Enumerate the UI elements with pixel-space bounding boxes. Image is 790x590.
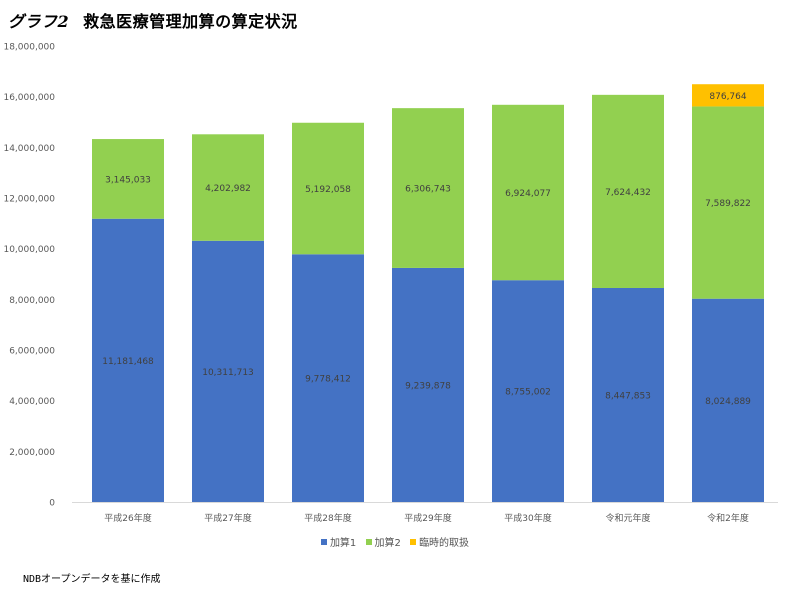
legend-item-kasan2: 加算2 <box>365 534 401 549</box>
x-tick-label: 令和元年度 <box>605 512 650 524</box>
x-tick-label: 令和2年度 <box>707 512 749 524</box>
data-label-kasan1: 9,778,412 <box>305 375 351 385</box>
bar-kasan2 <box>192 134 264 241</box>
data-label-kasan2: 7,624,432 <box>605 188 651 198</box>
data-label-kasan2: 6,924,077 <box>505 189 551 199</box>
y-tick-label: 6,000,000 <box>9 347 55 357</box>
x-tick-label: 平成27年度 <box>204 512 251 524</box>
y-tick-label: 14,000,000 <box>3 144 55 154</box>
data-label-kasan1: 8,755,002 <box>505 388 551 398</box>
y-tick-label: 16,000,000 <box>3 93 55 103</box>
legend-label-kasan1: 加算1 <box>329 538 357 549</box>
data-label-kasan2: 5,192,058 <box>305 185 351 195</box>
bar-kasan2 <box>292 122 364 255</box>
bar-kasan1 <box>492 280 564 502</box>
x-tick-label: 平成28年度 <box>304 512 351 524</box>
bar-kasan1 <box>592 287 664 502</box>
chart-title-prefix: グラフ2 <box>8 12 70 31</box>
legend-swatch-kasan1 <box>320 539 327 545</box>
legend-swatch-rinji <box>410 539 417 545</box>
data-label-kasan2: 7,589,822 <box>705 199 751 209</box>
data-label-kasan1: 8,024,889 <box>705 397 751 407</box>
y-tick-label: 0 <box>49 499 55 509</box>
bar-kasan1 <box>692 298 764 502</box>
y-tick-label: 18,000,000 <box>3 43 55 53</box>
y-tick-label: 2,000,000 <box>9 448 55 458</box>
legend-item-kasan1: 加算1 <box>320 534 357 549</box>
legend-label-rinji: 臨時的取扱 <box>419 538 470 549</box>
y-tick-label: 4,000,000 <box>9 397 55 407</box>
y-tick-label: 12,000,000 <box>3 195 55 205</box>
bar-kasan2 <box>92 139 164 219</box>
legend-swatch-kasan2 <box>365 539 372 545</box>
y-tick-label: 10,000,000 <box>3 245 55 255</box>
x-tick-label: 平成26年度 <box>104 512 151 524</box>
bar-kasan1 <box>392 267 464 502</box>
legend-item-rinji: 臨時的取扱 <box>410 534 469 549</box>
bar-rinji <box>692 84 764 107</box>
bar-kasan2 <box>392 108 464 268</box>
data-label-kasan2: 4,202,982 <box>205 184 251 194</box>
x-tick-label: 平成29年度 <box>404 512 451 524</box>
data-label-kasan1: 11,181,468 <box>102 357 154 367</box>
chart-legend: 加算1 加算2 臨時的取扱 <box>0 534 790 549</box>
bar-kasan2 <box>692 106 764 299</box>
chart-title-main: 救急医療管理加算の算定状況 <box>83 12 298 31</box>
data-label-rinji: 876,764 <box>709 92 746 102</box>
stacked-bar-chart: 0 2,000,000 4,000,000 6,000,000 8,000,000 10,… <box>3 43 778 524</box>
bar-kasan2 <box>492 104 564 281</box>
data-label-kasan1: 10,311,713 <box>202 368 254 378</box>
legend-label-kasan2: 加算2 <box>374 538 401 549</box>
chart-title: グラフ2 救急医療管理加算の算定状況 <box>8 8 298 32</box>
source-note: NDBオープンデータを基に作成 <box>23 574 161 585</box>
data-label-kasan2: 6,306,743 <box>405 185 451 195</box>
bar-kasan2 <box>592 94 664 288</box>
data-label-kasan1: 9,239,878 <box>405 381 451 391</box>
y-tick-label: 8,000,000 <box>9 296 55 306</box>
x-tick-label: 平成30年度 <box>504 512 551 524</box>
data-label-kasan2: 3,145,033 <box>105 175 151 185</box>
bar-kasan1 <box>292 254 364 502</box>
bar-kasan1 <box>92 218 164 502</box>
bar-kasan1 <box>192 240 264 502</box>
data-label-kasan1: 8,447,853 <box>605 391 651 401</box>
